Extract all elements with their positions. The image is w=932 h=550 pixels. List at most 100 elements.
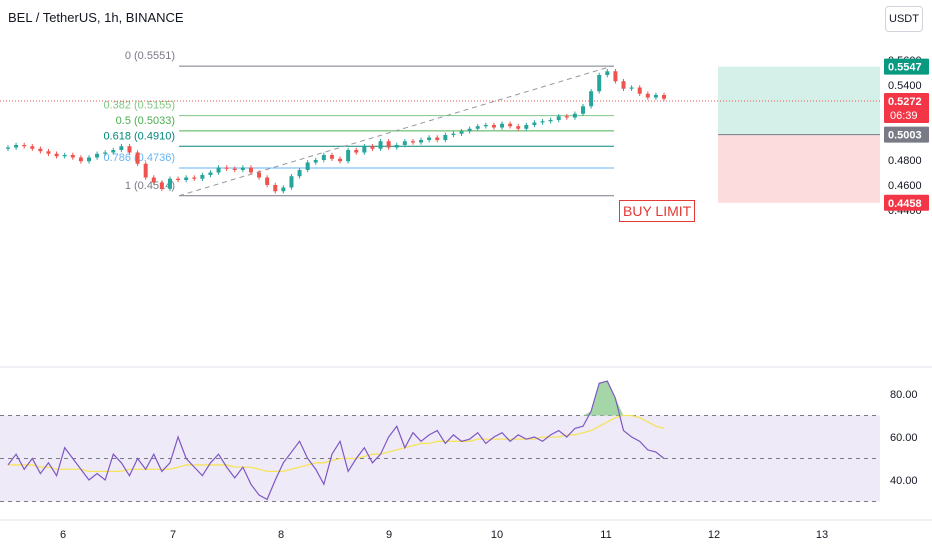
candle-body [572,113,577,118]
candle-body [248,167,253,173]
candle-body [516,126,521,129]
candle-body [597,75,602,92]
candle-body [532,122,537,125]
candle-body [427,137,432,140]
fib-label: 0.618 (0.4910) [103,130,175,142]
candle-body [159,182,164,189]
time-tick-label: 13 [816,529,828,541]
candle-body [645,93,650,98]
time-tick-label: 6 [60,529,66,541]
candle-body [289,176,294,188]
candle-body [78,157,83,162]
time-tick-label: 8 [278,529,284,541]
rsi-overbought-fill [583,381,624,416]
fib-label: 0.382 (0.5155) [103,100,175,112]
candle-body [483,125,488,127]
rsi-ma-line [8,414,665,473]
countdown-text: 06:39 [890,110,918,122]
candle-body [224,167,229,169]
candle-body [22,145,27,147]
candle-body [38,148,43,152]
fib-label: 0 (0.5551) [125,50,175,62]
time-tick-label: 11 [600,529,611,541]
candle-body [605,71,610,75]
candle-body [200,175,205,179]
candle-body [232,168,237,170]
candle-body [556,116,561,120]
candle-body [184,177,189,180]
candle-body [435,137,440,140]
currency-button[interactable]: USDT [885,6,923,32]
candle-body [151,177,156,183]
price-tick-label: 0.4800 [888,155,922,167]
candle-body [240,167,245,170]
candle-body [621,81,626,89]
candle-body [86,157,91,162]
candle-body [419,140,424,143]
candle-body [491,125,496,128]
candle-body [394,145,399,148]
price-tick-label: 0.5400 [888,80,922,92]
candle-body [338,158,343,162]
candle-body [475,126,480,129]
stop-badge [884,194,929,211]
candle-body [103,152,108,154]
candle-body [402,141,407,145]
last-price-text: 0.5272 [888,96,922,108]
candle-body [370,146,375,149]
candle-body [14,145,19,148]
buy-limit-label: BUY LIMIT [619,200,696,222]
candle-body [305,162,310,170]
candle-body [410,141,415,143]
candle-body [54,153,59,157]
candle-body [629,87,634,89]
candle-body [378,141,383,149]
last-price-badge [884,93,929,123]
target-badge-text: 0.5547 [888,62,922,74]
candle-body [524,125,529,129]
entry-badge-text: 0.5003 [888,130,922,142]
candle-body [540,121,545,123]
candle-body [111,150,116,153]
candle-body [564,116,569,118]
candle-body [257,172,262,178]
symbol-title: BEL / TetherUS, 1h, BINANCE [8,10,184,25]
candle-body [329,155,334,159]
candle-body [167,178,172,189]
candle-body [95,153,100,158]
candle-body [313,160,318,163]
candle-body [443,135,448,140]
candle-body [346,150,351,162]
candle-body [119,146,124,150]
candle-body [451,133,456,135]
fib-label: 1 (0.4514) [125,180,175,192]
time-tick-label: 10 [491,529,503,541]
candle-body [143,163,148,178]
time-tick-label: 12 [708,529,720,541]
fib-label: 0.5 (0.5033) [116,115,175,127]
candle-body [500,123,505,128]
time-tick-label: 7 [170,529,176,541]
candle-body [354,150,359,153]
candle-body [273,185,278,192]
rsi-tick-label: 60.00 [890,432,918,444]
candle-body [467,128,472,132]
candle-body [297,170,302,177]
candle-body [362,146,367,153]
candle-body [176,178,181,180]
candle-body [508,123,513,127]
entry-badge [884,126,929,143]
target-badge [884,58,929,75]
candle-body [589,91,594,107]
stop-zone [718,134,880,203]
price-tick-label: 0.4600 [888,180,922,192]
target-zone [718,66,880,135]
rsi-tick-label: 80.00 [890,389,918,401]
candle-body [321,155,326,160]
candle-body [62,155,67,157]
time-tick-label: 9 [386,529,392,541]
candle-body [127,146,132,153]
candle-body [192,177,197,179]
candle-body [548,120,553,122]
